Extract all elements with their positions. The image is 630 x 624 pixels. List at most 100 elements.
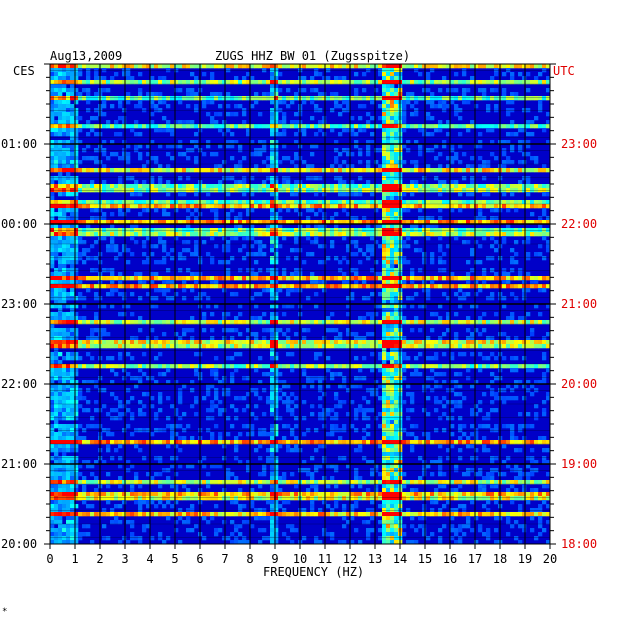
heatmap-cell xyxy=(146,276,151,281)
heatmap-cell xyxy=(54,384,59,389)
heatmap-cell xyxy=(414,200,419,205)
heatmap-cell xyxy=(270,292,275,297)
heatmap-cell xyxy=(226,168,231,173)
heatmap-cell xyxy=(190,204,195,209)
heatmap-cell xyxy=(422,232,427,237)
heatmap-cell xyxy=(118,364,123,369)
heatmap-cell xyxy=(266,204,271,209)
heatmap-cell xyxy=(122,220,127,225)
heatmap-cell xyxy=(382,316,387,321)
heatmap-cell xyxy=(454,108,459,113)
heatmap-cell xyxy=(466,276,471,281)
heatmap-cell xyxy=(406,188,411,193)
heatmap-cell xyxy=(286,408,291,413)
heatmap-cell xyxy=(490,388,495,393)
heatmap-cell xyxy=(54,372,59,377)
heatmap-cell xyxy=(86,228,91,233)
heatmap-cell xyxy=(506,108,511,113)
heatmap-cell xyxy=(326,96,331,101)
heatmap-cell xyxy=(114,284,119,289)
heatmap-cell xyxy=(302,128,307,133)
heatmap-cell xyxy=(394,172,399,177)
heatmap-cell xyxy=(486,276,491,281)
heatmap-cell xyxy=(518,168,523,173)
heatmap-cell xyxy=(118,184,123,189)
heatmap-cell xyxy=(58,84,63,89)
heatmap-cell xyxy=(166,228,171,233)
heatmap-cell xyxy=(430,312,435,317)
heatmap-cell xyxy=(218,80,223,85)
heatmap-cell xyxy=(334,168,339,173)
heatmap-cell xyxy=(150,92,155,97)
heatmap-cell xyxy=(386,128,391,133)
heatmap-cell xyxy=(134,120,139,125)
heatmap-cell xyxy=(522,280,527,285)
heatmap-cell xyxy=(62,364,67,369)
heatmap-cell xyxy=(450,272,455,277)
heatmap-cell xyxy=(326,368,331,373)
heatmap-cell xyxy=(394,228,399,233)
heatmap-cell xyxy=(534,320,539,325)
heatmap-cell xyxy=(86,284,91,289)
heatmap-cell xyxy=(110,244,115,249)
heatmap-cell xyxy=(62,412,67,417)
heatmap-cell xyxy=(194,240,199,245)
heatmap-cell xyxy=(470,228,475,233)
heatmap-cell xyxy=(502,240,507,245)
heatmap-cell xyxy=(246,220,251,225)
heatmap-cell xyxy=(378,116,383,121)
heatmap-cell xyxy=(62,116,67,121)
heatmap-cell xyxy=(318,276,323,281)
heatmap-cell xyxy=(390,236,395,241)
heatmap-cell xyxy=(74,196,79,201)
heatmap-cell xyxy=(542,96,547,101)
heatmap-cell xyxy=(462,232,467,237)
heatmap-cell xyxy=(210,404,215,409)
heatmap-cell xyxy=(318,188,323,193)
heatmap-cell xyxy=(222,220,227,225)
heatmap-cell xyxy=(226,260,231,265)
heatmap-cell xyxy=(138,168,143,173)
heatmap-cell xyxy=(50,112,55,117)
heatmap-cell xyxy=(354,204,359,209)
heatmap-cell xyxy=(458,284,463,289)
heatmap-cell xyxy=(382,352,387,357)
heatmap-cell xyxy=(342,364,347,369)
heatmap-cell xyxy=(102,404,107,409)
heatmap-cell xyxy=(430,284,435,289)
heatmap-cell xyxy=(338,400,343,405)
heatmap-cell xyxy=(154,272,159,277)
heatmap-cell xyxy=(102,320,107,325)
heatmap-cell xyxy=(186,276,191,281)
heatmap-cell xyxy=(214,396,219,401)
heatmap-cell xyxy=(454,364,459,369)
heatmap-cell xyxy=(50,224,55,229)
heatmap-cell xyxy=(186,200,191,205)
heatmap-cell xyxy=(458,96,463,101)
heatmap-cell xyxy=(382,384,387,389)
heatmap-cell xyxy=(62,340,67,345)
heatmap-cell xyxy=(254,336,259,341)
heatmap-cell xyxy=(130,96,135,101)
heatmap-cell xyxy=(270,408,275,413)
heatmap-cell xyxy=(94,200,99,205)
heatmap-cell xyxy=(178,340,183,345)
heatmap-cell xyxy=(506,80,511,85)
heatmap-cell xyxy=(186,184,191,189)
heatmap-cell xyxy=(530,364,535,369)
heatmap-cell xyxy=(458,192,463,197)
heatmap-cell xyxy=(474,188,479,193)
heatmap-cell xyxy=(330,216,335,221)
heatmap-cell xyxy=(254,92,259,97)
heatmap-cell xyxy=(250,272,255,277)
heatmap-cell xyxy=(470,232,475,237)
heatmap-cell xyxy=(314,176,319,181)
heatmap-cell xyxy=(186,148,191,153)
heatmap-cell xyxy=(282,304,287,309)
heatmap-cell xyxy=(246,276,251,281)
heatmap-cell xyxy=(238,124,243,129)
heatmap-cell xyxy=(330,284,335,289)
heatmap-cell xyxy=(370,168,375,173)
heatmap-cell xyxy=(374,344,379,349)
heatmap-cell xyxy=(478,216,483,221)
